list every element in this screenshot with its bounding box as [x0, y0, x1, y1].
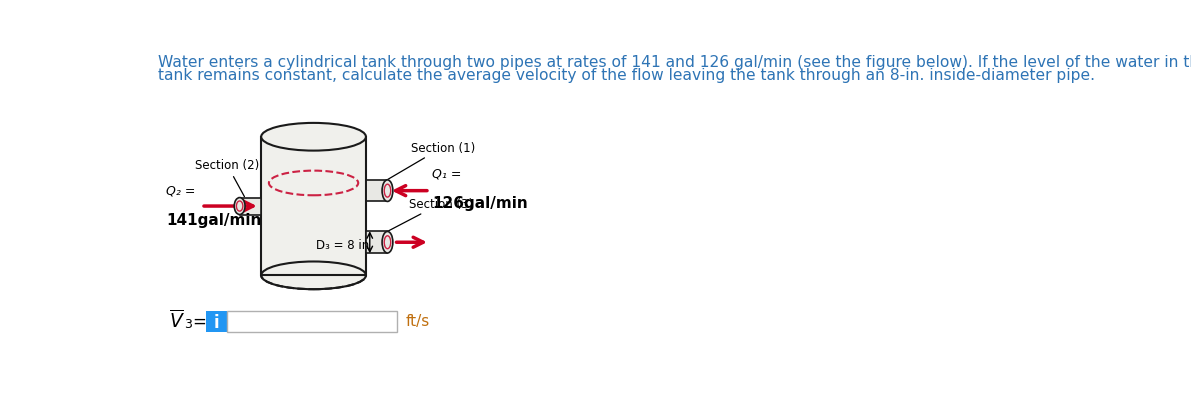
Text: 126gal/min: 126gal/min — [432, 196, 528, 211]
Ellipse shape — [235, 198, 245, 215]
Text: Q₁ =: Q₁ = — [432, 167, 461, 180]
Text: i: i — [213, 313, 219, 331]
FancyBboxPatch shape — [227, 311, 397, 333]
Bar — [239, 198, 261, 215]
FancyBboxPatch shape — [206, 311, 227, 333]
Ellipse shape — [261, 262, 366, 290]
Bar — [366, 232, 387, 254]
Bar — [366, 180, 387, 202]
Text: Water enters a cylindrical tank through two pipes at rates of 141 and 126 gal/mi: Water enters a cylindrical tank through … — [158, 55, 1191, 70]
Text: 3: 3 — [185, 317, 192, 330]
Ellipse shape — [382, 232, 393, 254]
Text: D₃ = 8 in.: D₃ = 8 in. — [316, 238, 373, 252]
Text: Q₂ =: Q₂ = — [167, 184, 195, 197]
Text: 141gal/min: 141gal/min — [167, 213, 262, 228]
Ellipse shape — [261, 124, 366, 151]
Text: $\overline{V}$: $\overline{V}$ — [169, 309, 185, 331]
Bar — [261, 137, 366, 276]
Text: =: = — [192, 312, 206, 330]
Text: Section (2): Section (2) — [195, 159, 260, 197]
Text: ft/s: ft/s — [406, 314, 430, 328]
Text: tank remains constant, calculate the average velocity of the flow leaving the ta: tank remains constant, calculate the ave… — [158, 68, 1095, 83]
Ellipse shape — [382, 180, 393, 202]
Text: Section (3): Section (3) — [387, 198, 473, 232]
Text: Section (1): Section (1) — [387, 142, 475, 180]
